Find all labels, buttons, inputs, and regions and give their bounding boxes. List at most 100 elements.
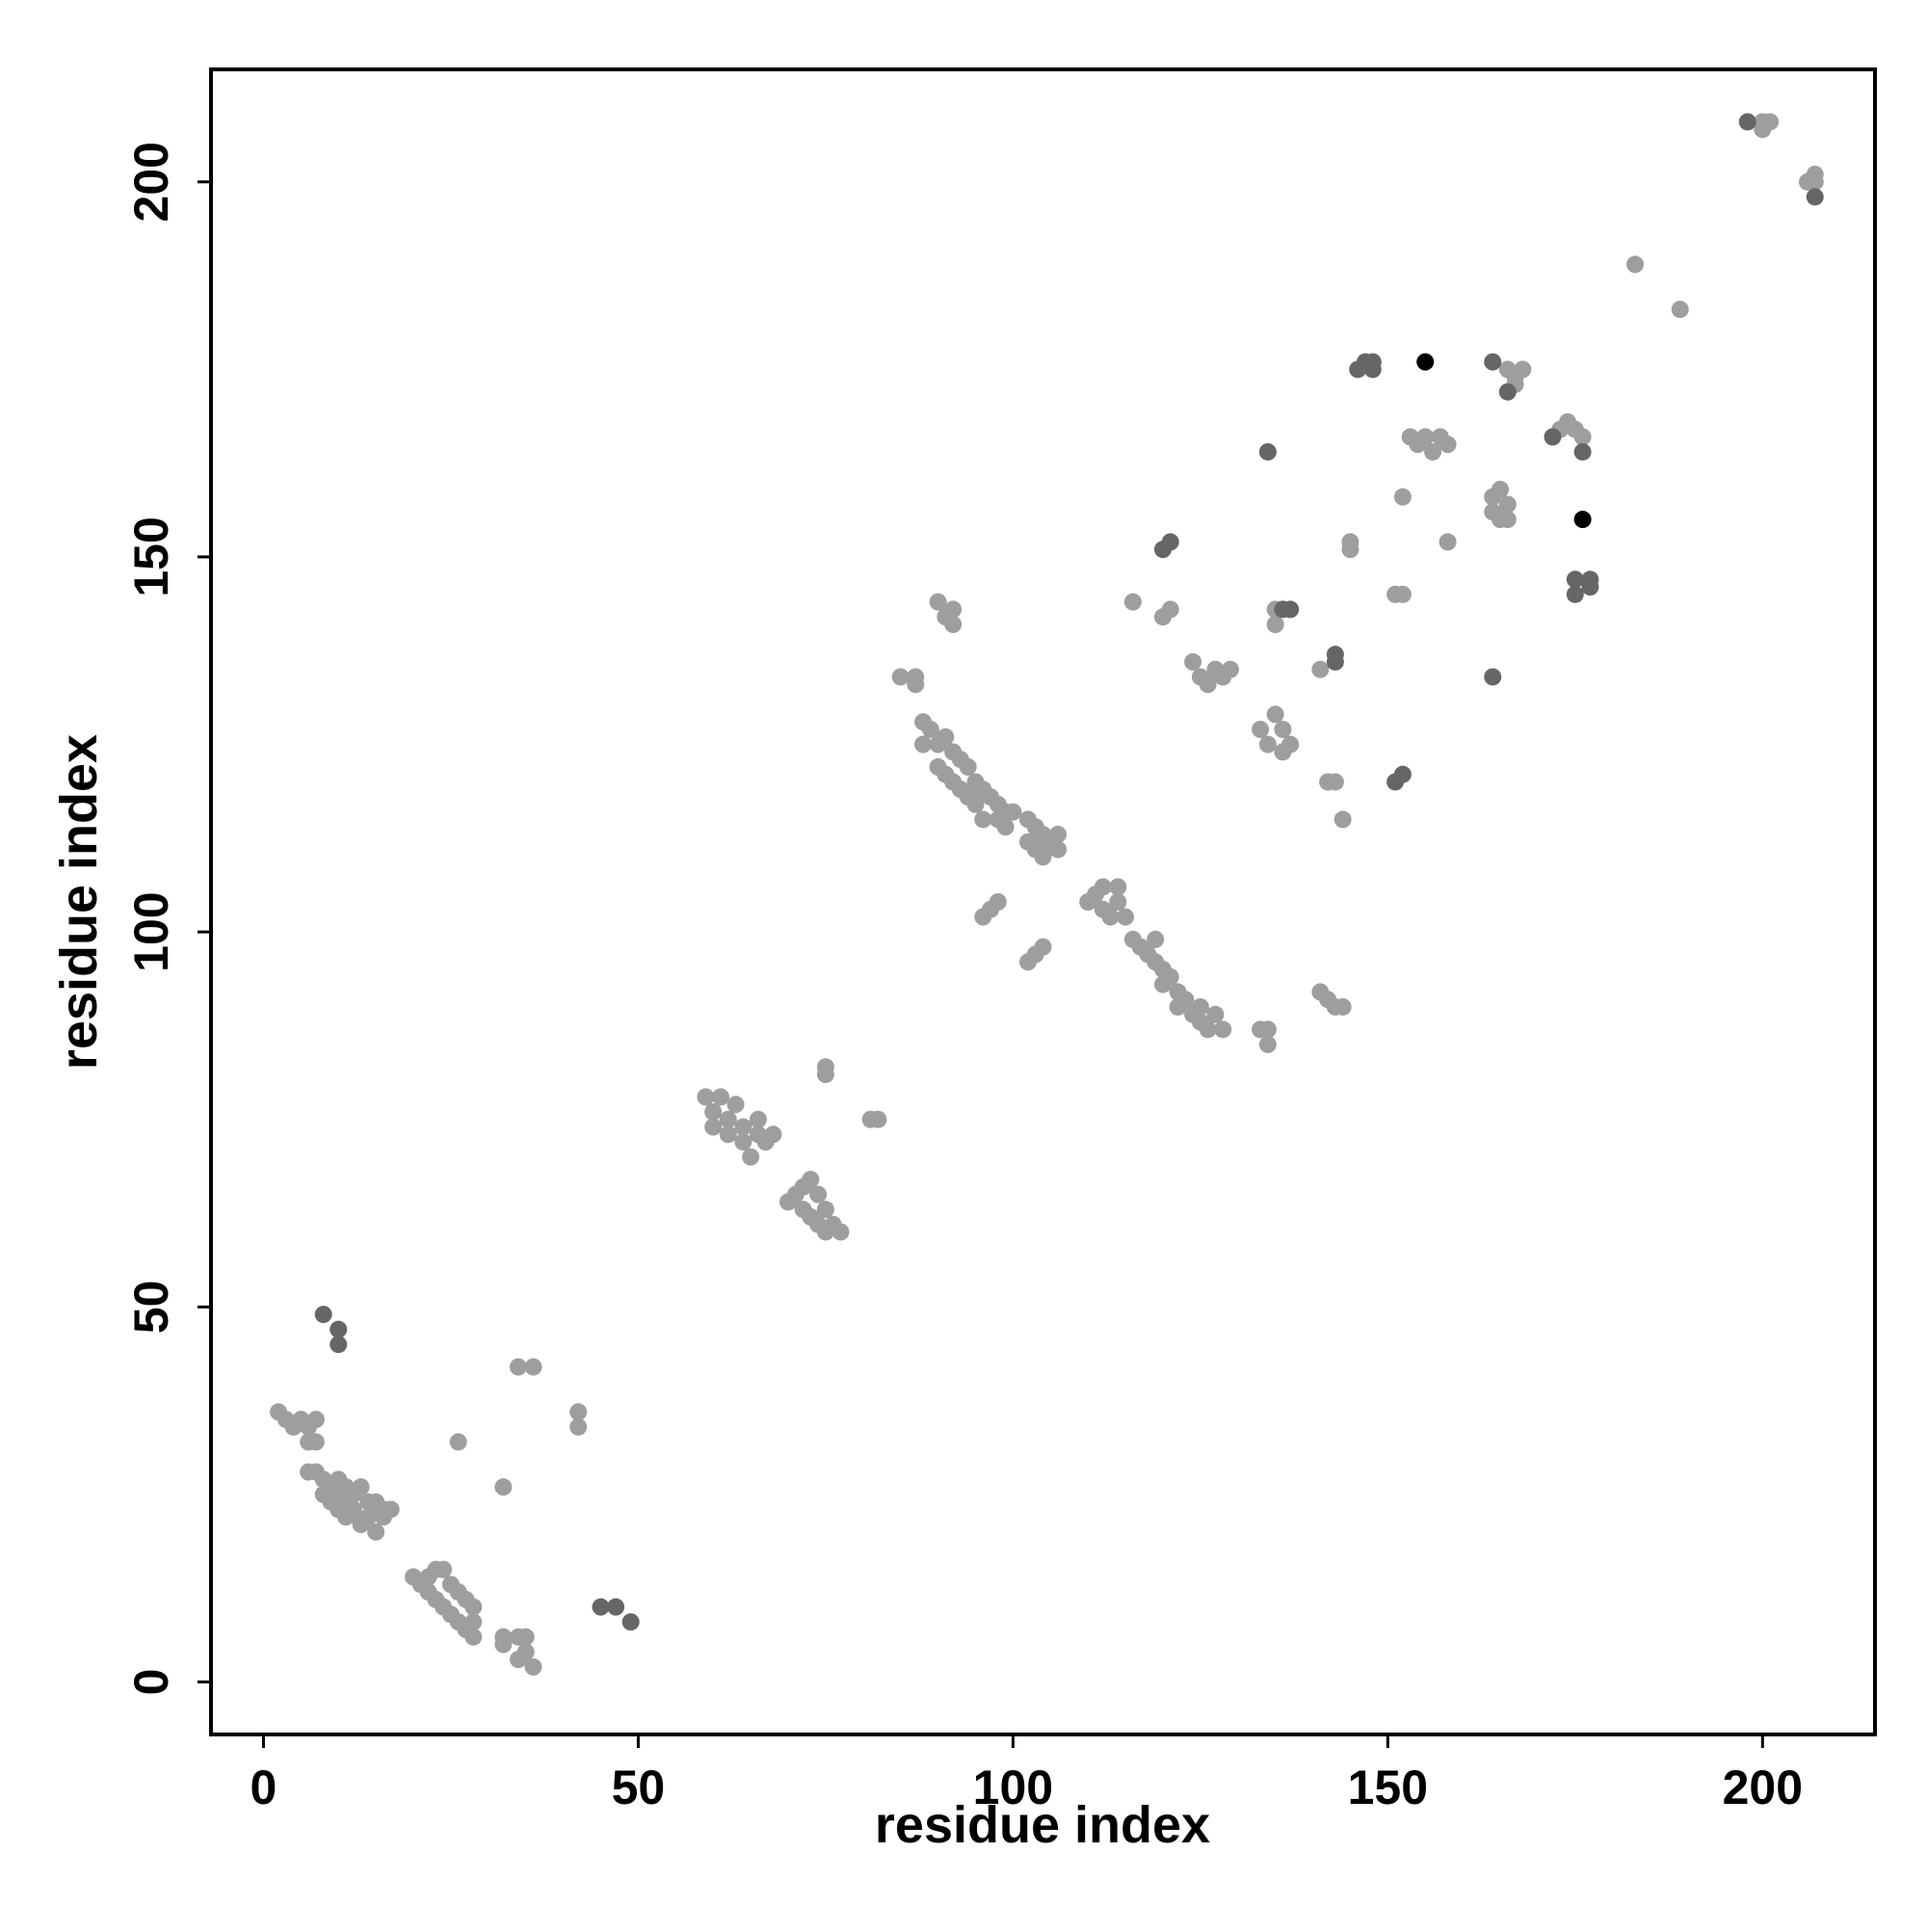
contact-point bbox=[1498, 511, 1517, 529]
contact-point bbox=[367, 1522, 385, 1541]
contact-point bbox=[1266, 616, 1284, 633]
x-axis-label: residue index bbox=[875, 1796, 1210, 1854]
contact-point bbox=[749, 1110, 767, 1128]
contact-point bbox=[524, 1358, 542, 1376]
contact-point bbox=[959, 757, 977, 776]
contact-point bbox=[914, 735, 933, 754]
x-tick-label: 200 bbox=[1723, 1760, 1803, 1814]
contact-point bbox=[974, 810, 992, 829]
contact-point bbox=[816, 1201, 834, 1219]
y-tick-label: 100 bbox=[124, 891, 178, 971]
contact-point bbox=[352, 1478, 370, 1496]
contact-point bbox=[1258, 442, 1277, 461]
contact-point bbox=[494, 1635, 513, 1654]
contact-point bbox=[1671, 301, 1689, 319]
x-tick-label: 50 bbox=[612, 1760, 666, 1814]
contact-point bbox=[1566, 585, 1584, 603]
contact-point bbox=[592, 1598, 610, 1616]
contact-point bbox=[1326, 652, 1344, 671]
contact-point bbox=[1573, 428, 1592, 446]
contact-point bbox=[621, 1613, 640, 1631]
contact-point bbox=[742, 1148, 760, 1166]
x-tick-label: 150 bbox=[1348, 1760, 1428, 1814]
contact-point bbox=[524, 1657, 542, 1676]
contact-point bbox=[306, 1433, 325, 1451]
contact-point bbox=[1191, 997, 1209, 1016]
contact-point bbox=[344, 1500, 362, 1519]
contact-point bbox=[1393, 488, 1412, 506]
contact-point bbox=[449, 1433, 467, 1451]
contact-point bbox=[1034, 848, 1052, 866]
plot-frame bbox=[209, 67, 1877, 1736]
contact-point bbox=[1109, 893, 1127, 911]
contact-point bbox=[1333, 997, 1352, 1016]
contact-point bbox=[1117, 908, 1135, 926]
contact-point bbox=[1424, 442, 1442, 461]
contact-point bbox=[1798, 172, 1816, 191]
contact-point bbox=[869, 1110, 887, 1128]
contact-point bbox=[1573, 442, 1592, 461]
contact-point bbox=[1484, 668, 1502, 686]
contact-point bbox=[1161, 533, 1179, 551]
contact-point bbox=[330, 1336, 348, 1354]
contact-point bbox=[1094, 878, 1112, 896]
x-tick-label: 0 bbox=[251, 1760, 277, 1814]
contact-point bbox=[1123, 593, 1142, 611]
contact-point bbox=[697, 1088, 715, 1106]
contact-point bbox=[1416, 428, 1435, 446]
y-tick-label: 0 bbox=[124, 1669, 178, 1696]
contact-point bbox=[1281, 735, 1300, 754]
contact-point bbox=[1258, 735, 1277, 754]
contact-point bbox=[1341, 541, 1359, 559]
contact-point bbox=[1176, 991, 1195, 1009]
contact-point bbox=[1281, 600, 1300, 619]
contact-point bbox=[1266, 705, 1284, 724]
contact-point bbox=[734, 1118, 752, 1136]
contact-point bbox=[1626, 255, 1645, 274]
contact-point bbox=[1581, 578, 1599, 596]
contact-point bbox=[1199, 675, 1217, 694]
contact-point bbox=[1566, 570, 1584, 589]
contact-point bbox=[607, 1598, 625, 1616]
contact-point bbox=[1491, 480, 1510, 498]
contact-point bbox=[1252, 720, 1270, 738]
contact-point bbox=[802, 1171, 820, 1188]
contact-point bbox=[726, 1096, 745, 1114]
contact-point bbox=[1199, 1020, 1217, 1039]
contact-point bbox=[989, 893, 1007, 911]
contact-point bbox=[1544, 428, 1562, 446]
contact-point bbox=[1274, 720, 1292, 738]
contact-point bbox=[1161, 600, 1179, 619]
contact-point bbox=[1214, 1020, 1232, 1039]
contact-point bbox=[306, 1411, 325, 1429]
contact-point bbox=[719, 1110, 737, 1128]
contact-point bbox=[1393, 765, 1412, 783]
contact-point bbox=[929, 593, 947, 611]
y-tick-label: 200 bbox=[124, 142, 178, 222]
contact-point bbox=[1221, 660, 1239, 678]
contact-point bbox=[719, 1125, 737, 1144]
contact-point bbox=[734, 1133, 752, 1151]
contact-point bbox=[1258, 1035, 1277, 1053]
contact-point bbox=[509, 1358, 527, 1376]
contact-point bbox=[1326, 773, 1344, 791]
contact-point bbox=[1363, 360, 1382, 379]
contact-point bbox=[711, 1088, 729, 1106]
contact-point bbox=[832, 1223, 850, 1241]
contact-point bbox=[816, 1066, 834, 1084]
contact-point bbox=[944, 616, 963, 633]
contact-point bbox=[1161, 967, 1179, 986]
contact-point bbox=[1498, 383, 1517, 401]
contact-point bbox=[1206, 1005, 1225, 1023]
contact-point bbox=[1754, 120, 1772, 139]
contact-point bbox=[1311, 660, 1330, 678]
x-tick-label: 100 bbox=[973, 1760, 1053, 1814]
contact-point bbox=[764, 1125, 782, 1144]
contact-point bbox=[1101, 908, 1120, 926]
contact-point bbox=[569, 1403, 588, 1421]
contact-point bbox=[1147, 930, 1165, 948]
contact-point bbox=[891, 668, 910, 686]
contact-point bbox=[921, 720, 939, 738]
contact-point bbox=[809, 1185, 828, 1204]
contact-point bbox=[1034, 938, 1052, 956]
